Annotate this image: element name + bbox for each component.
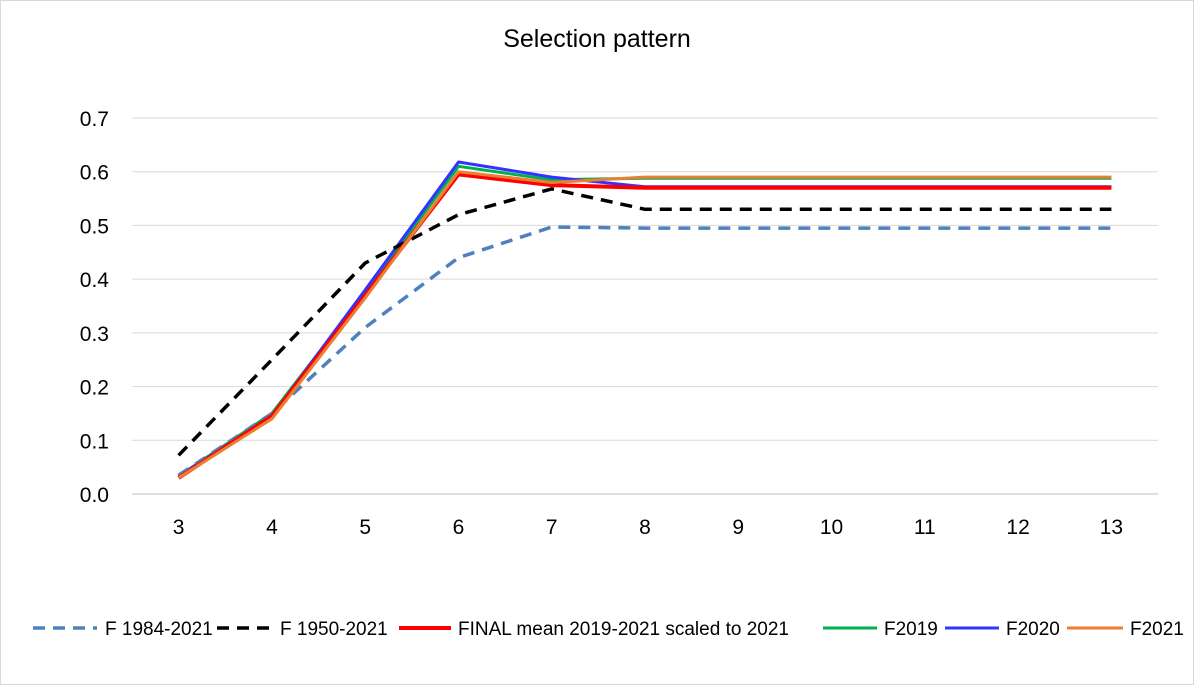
series-line-f2019 — [177, 164, 1112, 478]
series-lines — [177, 160, 1112, 480]
x-tick-label: 12 — [1006, 516, 1029, 539]
y-tick-label: 0.6 — [80, 162, 109, 185]
gridlines — [132, 117, 1158, 495]
legend-label: F 1950-2021 — [280, 619, 388, 640]
y-tick-label: 0.4 — [80, 269, 110, 292]
y-tick-label: 0.3 — [80, 323, 109, 346]
x-tick-label: 13 — [1100, 516, 1123, 539]
y-tick-label: 0.0 — [80, 484, 109, 507]
y-tick-label: 0.5 — [80, 215, 109, 238]
x-tick-label: 9 — [732, 516, 744, 539]
y-tick-label: 0.7 — [80, 108, 109, 131]
legend-label: F 1984-2021 — [105, 619, 213, 640]
series-line-f-1950-2021 — [177, 187, 1112, 457]
x-tick-label: 7 — [546, 516, 558, 539]
series-line-f2021 — [177, 170, 1112, 480]
legend-label: FINAL mean 2019-2021 scaled to 2021 — [458, 619, 789, 640]
x-tick-labels: 3 4 5 6 7 8 9 10 11 12 13 — [173, 516, 1123, 539]
legend-label: F2020 — [1006, 619, 1060, 640]
x-tick-label: 3 — [173, 516, 185, 539]
y-tick-label: 0.2 — [80, 377, 109, 400]
series-line-f-1984-2021 — [177, 225, 1112, 477]
x-tick-label: 8 — [639, 516, 651, 539]
legend-label: F2021 — [1130, 619, 1184, 640]
legend: F 1984-2021 F 1950-2021 FINAL mean 2019-20… — [33, 619, 1184, 640]
x-tick-label: 11 — [914, 516, 936, 539]
x-tick-label: 4 — [266, 516, 278, 539]
x-tick-label: 5 — [359, 516, 371, 539]
series-line-final-mean-2019-2021-scaled-to-2021 — [177, 172, 1112, 480]
y-tick-label: 0.1 — [80, 430, 109, 453]
y-tick-labels: 0.0 0.1 0.2 0.3 0.4 0.5 0.6 0.7 — [80, 108, 110, 507]
x-tick-label: 6 — [453, 516, 465, 539]
x-tick-label: 10 — [820, 516, 843, 539]
chart-title: Selection pattern — [503, 25, 691, 53]
legend-label: F2019 — [884, 619, 938, 640]
